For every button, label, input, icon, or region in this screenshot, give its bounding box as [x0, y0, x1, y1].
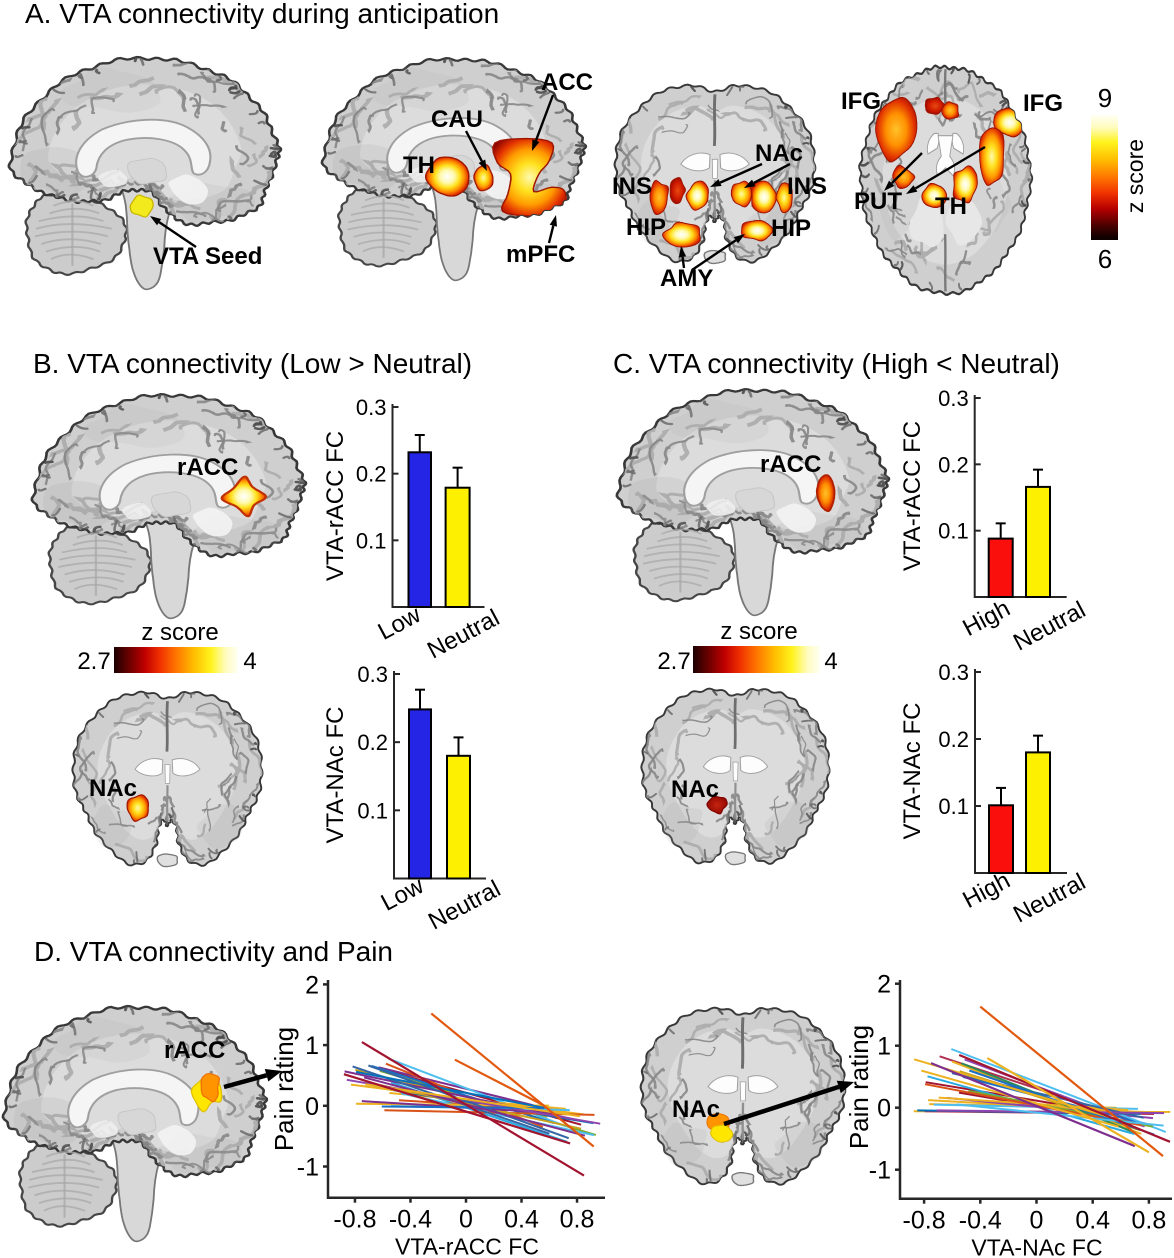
svg-text:Pain rating: Pain rating: [844, 1025, 874, 1149]
svg-text:0.4: 0.4: [504, 1206, 539, 1234]
svg-text:VTA-NAc FC: VTA-NAc FC: [971, 1235, 1102, 1258]
svg-text:z score: z score: [720, 618, 797, 645]
svg-text:0.3: 0.3: [938, 660, 969, 685]
svg-text:6: 6: [1098, 244, 1112, 274]
svg-text:CAU: CAU: [431, 106, 483, 133]
svg-text:C. VTA connectivity (High < Ne: C. VTA connectivity (High < Neutral): [613, 348, 1060, 379]
svg-text:A. VTA connectivity during ant: A. VTA connectivity during anticipation: [25, 0, 499, 29]
svg-text:-1: -1: [297, 1154, 319, 1182]
svg-text:INS: INS: [612, 173, 652, 200]
svg-text:0.2: 0.2: [357, 730, 388, 755]
svg-text:2: 2: [305, 971, 319, 999]
svg-text:NAc: NAc: [671, 776, 719, 803]
svg-text:rACC: rACC: [177, 454, 238, 481]
svg-text:2.7: 2.7: [77, 648, 110, 675]
svg-text:mPFC: mPFC: [506, 241, 575, 268]
svg-text:0.2: 0.2: [938, 452, 969, 477]
svg-text:0.2: 0.2: [938, 727, 969, 752]
svg-text:-0.8: -0.8: [333, 1206, 376, 1234]
svg-text:VTA Seed: VTA Seed: [153, 243, 262, 270]
svg-text:Neutral: Neutral: [1009, 596, 1090, 656]
svg-text:Neutral: Neutral: [1009, 868, 1090, 928]
svg-text:VTA-rACC FC: VTA-rACC FC: [322, 431, 349, 581]
svg-text:0: 0: [305, 1093, 319, 1121]
svg-text:0.1: 0.1: [356, 528, 387, 553]
svg-text:PUT: PUT: [854, 188, 902, 215]
svg-text:2: 2: [877, 971, 891, 999]
svg-text:HIP: HIP: [626, 214, 666, 241]
svg-text:0.8: 0.8: [1132, 1207, 1167, 1235]
svg-text:NAc: NAc: [755, 140, 803, 167]
svg-text:rACC: rACC: [760, 451, 821, 478]
svg-text:-0.8: -0.8: [903, 1207, 946, 1235]
svg-text:0.3: 0.3: [356, 395, 387, 420]
svg-text:0.1: 0.1: [357, 798, 388, 823]
svg-text:z score: z score: [141, 619, 218, 646]
svg-text:9: 9: [1098, 83, 1112, 113]
svg-text:Neutral: Neutral: [423, 604, 504, 664]
svg-text:0.3: 0.3: [357, 662, 388, 687]
svg-text:z score: z score: [1122, 139, 1148, 213]
svg-text:INS: INS: [787, 173, 827, 200]
svg-text:Neutral: Neutral: [424, 875, 505, 935]
svg-text:0: 0: [877, 1095, 891, 1123]
svg-text:VTA-NAc FC: VTA-NAc FC: [322, 707, 349, 844]
svg-text:HIP: HIP: [771, 215, 811, 242]
svg-text:4: 4: [243, 648, 256, 675]
svg-text:0.4: 0.4: [1075, 1207, 1110, 1235]
svg-text:-1: -1: [869, 1157, 891, 1185]
svg-text:1: 1: [305, 1032, 319, 1060]
svg-text:-0.4: -0.4: [389, 1206, 432, 1234]
svg-text:4: 4: [824, 648, 837, 675]
svg-text:0.3: 0.3: [938, 386, 969, 411]
svg-text:IFG: IFG: [841, 88, 881, 115]
svg-text:0.1: 0.1: [938, 519, 969, 544]
svg-text:VTA-NAc FC: VTA-NAc FC: [899, 703, 926, 840]
svg-text:IFG: IFG: [1023, 90, 1063, 117]
svg-text:0.2: 0.2: [356, 462, 387, 487]
svg-text:rACC: rACC: [164, 1037, 225, 1064]
svg-text:2.7: 2.7: [657, 648, 690, 675]
svg-text:High: High: [958, 595, 1014, 642]
svg-text:NAc: NAc: [672, 1096, 720, 1123]
svg-text:TH: TH: [935, 193, 967, 220]
svg-text:0.8: 0.8: [560, 1206, 595, 1234]
svg-text:0: 0: [1030, 1207, 1044, 1235]
svg-text:ACC: ACC: [541, 69, 593, 96]
svg-text:D. VTA connectivity and Pain: D. VTA connectivity and Pain: [34, 936, 393, 967]
svg-text:Pain rating: Pain rating: [269, 1027, 299, 1151]
svg-text:VTA-rACC FC: VTA-rACC FC: [395, 1234, 539, 1258]
svg-text:0: 0: [459, 1206, 473, 1234]
svg-text:B. VTA connectivity (Low > Neu: B. VTA connectivity (Low > Neutral): [33, 348, 472, 379]
svg-text:VTA-rACC FC: VTA-rACC FC: [899, 421, 926, 571]
svg-text:AMY: AMY: [660, 265, 713, 292]
svg-text:1: 1: [877, 1033, 891, 1061]
svg-text:TH: TH: [403, 152, 435, 179]
svg-text:NAc: NAc: [89, 775, 137, 802]
svg-text:0.1: 0.1: [938, 794, 969, 819]
svg-text:-0.4: -0.4: [959, 1207, 1002, 1235]
